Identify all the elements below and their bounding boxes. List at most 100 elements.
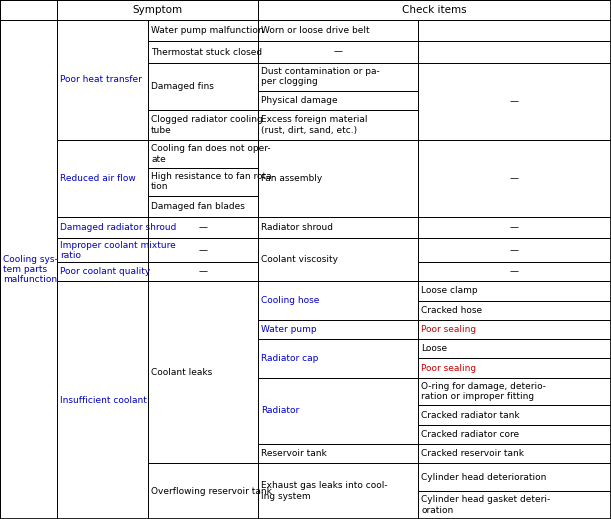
- Bar: [148, 110, 258, 140]
- Bar: [258, 20, 418, 42]
- Bar: [57, 238, 148, 262]
- Text: Physical damage: Physical damage: [261, 96, 338, 105]
- Bar: [148, 463, 258, 519]
- Bar: [57, 63, 148, 91]
- Bar: [418, 301, 611, 320]
- Bar: [418, 140, 611, 217]
- Bar: [57, 0, 258, 20]
- Bar: [0, 217, 57, 238]
- Bar: [418, 20, 611, 42]
- Bar: [258, 196, 418, 217]
- Text: —: —: [199, 245, 208, 255]
- Bar: [258, 463, 418, 519]
- Bar: [0, 91, 57, 110]
- Bar: [148, 301, 258, 320]
- Bar: [258, 339, 418, 359]
- Bar: [258, 281, 418, 301]
- Text: O-ring for damage, deterio-
ration or improper fitting: O-ring for damage, deterio- ration or im…: [421, 382, 546, 401]
- Text: Exhaust gas leaks into cool-
ing system: Exhaust gas leaks into cool- ing system: [261, 482, 387, 501]
- Bar: [418, 425, 611, 444]
- Bar: [418, 301, 611, 320]
- Text: Coolant viscosity: Coolant viscosity: [261, 255, 338, 264]
- Bar: [57, 444, 148, 463]
- Text: Check items: Check items: [402, 5, 467, 15]
- Bar: [418, 140, 611, 168]
- Text: Thermostat stuck closed: Thermostat stuck closed: [151, 48, 262, 57]
- Bar: [0, 0, 57, 20]
- Bar: [418, 168, 611, 196]
- Bar: [148, 140, 258, 168]
- Bar: [148, 262, 258, 281]
- Bar: [258, 140, 418, 217]
- Bar: [57, 140, 148, 217]
- Bar: [0, 281, 57, 301]
- Bar: [148, 20, 258, 42]
- Bar: [57, 42, 148, 63]
- Bar: [418, 425, 611, 444]
- Text: Poor sealing: Poor sealing: [421, 325, 476, 334]
- Bar: [57, 217, 148, 238]
- Bar: [148, 491, 258, 519]
- Bar: [258, 42, 418, 63]
- Text: Damaged fan blades: Damaged fan blades: [151, 202, 245, 211]
- Bar: [57, 196, 148, 217]
- Text: Loose clamp: Loose clamp: [421, 286, 478, 295]
- Bar: [148, 63, 258, 110]
- Text: —: —: [510, 267, 519, 276]
- Bar: [418, 281, 611, 301]
- Bar: [418, 463, 611, 491]
- Text: Cooling sys-
tem parts
malfunction: Cooling sys- tem parts malfunction: [3, 255, 58, 284]
- Bar: [148, 42, 258, 63]
- Bar: [57, 301, 148, 320]
- Bar: [418, 262, 611, 281]
- Bar: [0, 63, 57, 91]
- Text: —: —: [510, 174, 519, 183]
- Bar: [0, 42, 57, 63]
- Bar: [148, 63, 258, 91]
- Bar: [148, 262, 258, 281]
- Text: —: —: [334, 48, 343, 57]
- Text: Symptom: Symptom: [133, 5, 183, 15]
- Bar: [0, 405, 57, 425]
- Bar: [57, 339, 148, 359]
- Bar: [418, 238, 611, 262]
- Bar: [258, 63, 418, 91]
- Bar: [0, 196, 57, 217]
- Text: Fan assembly: Fan assembly: [261, 174, 322, 183]
- Bar: [57, 281, 148, 301]
- Bar: [418, 217, 611, 238]
- Text: Cracked radiator tank: Cracked radiator tank: [421, 411, 519, 420]
- Bar: [418, 405, 611, 425]
- Text: Worn or loose drive belt: Worn or loose drive belt: [261, 26, 370, 35]
- Bar: [418, 444, 611, 463]
- Bar: [0, 20, 57, 42]
- Bar: [57, 491, 148, 519]
- Bar: [0, 463, 57, 491]
- Text: Overflowing reservoir tank: Overflowing reservoir tank: [151, 487, 272, 496]
- Bar: [57, 238, 148, 262]
- Bar: [57, 262, 148, 281]
- Bar: [148, 140, 258, 168]
- Bar: [258, 378, 418, 405]
- Bar: [57, 425, 148, 444]
- Text: Water pump malfunction: Water pump malfunction: [151, 26, 263, 35]
- Bar: [258, 425, 418, 444]
- Text: Poor sealing: Poor sealing: [421, 363, 476, 373]
- Text: Cylinder head gasket deteri-
oration: Cylinder head gasket deteri- oration: [421, 495, 551, 515]
- Bar: [258, 238, 418, 281]
- Bar: [57, 20, 148, 42]
- Bar: [148, 91, 258, 110]
- Bar: [0, 491, 57, 519]
- Text: Damaged radiator shroud: Damaged radiator shroud: [60, 223, 177, 232]
- Bar: [0, 301, 57, 320]
- Bar: [148, 196, 258, 217]
- Bar: [57, 91, 148, 110]
- Bar: [418, 20, 611, 42]
- Text: —: —: [510, 97, 519, 106]
- Bar: [258, 339, 418, 378]
- Bar: [57, 281, 148, 519]
- Bar: [418, 339, 611, 359]
- Bar: [148, 168, 258, 196]
- Bar: [148, 168, 258, 196]
- Bar: [258, 301, 418, 320]
